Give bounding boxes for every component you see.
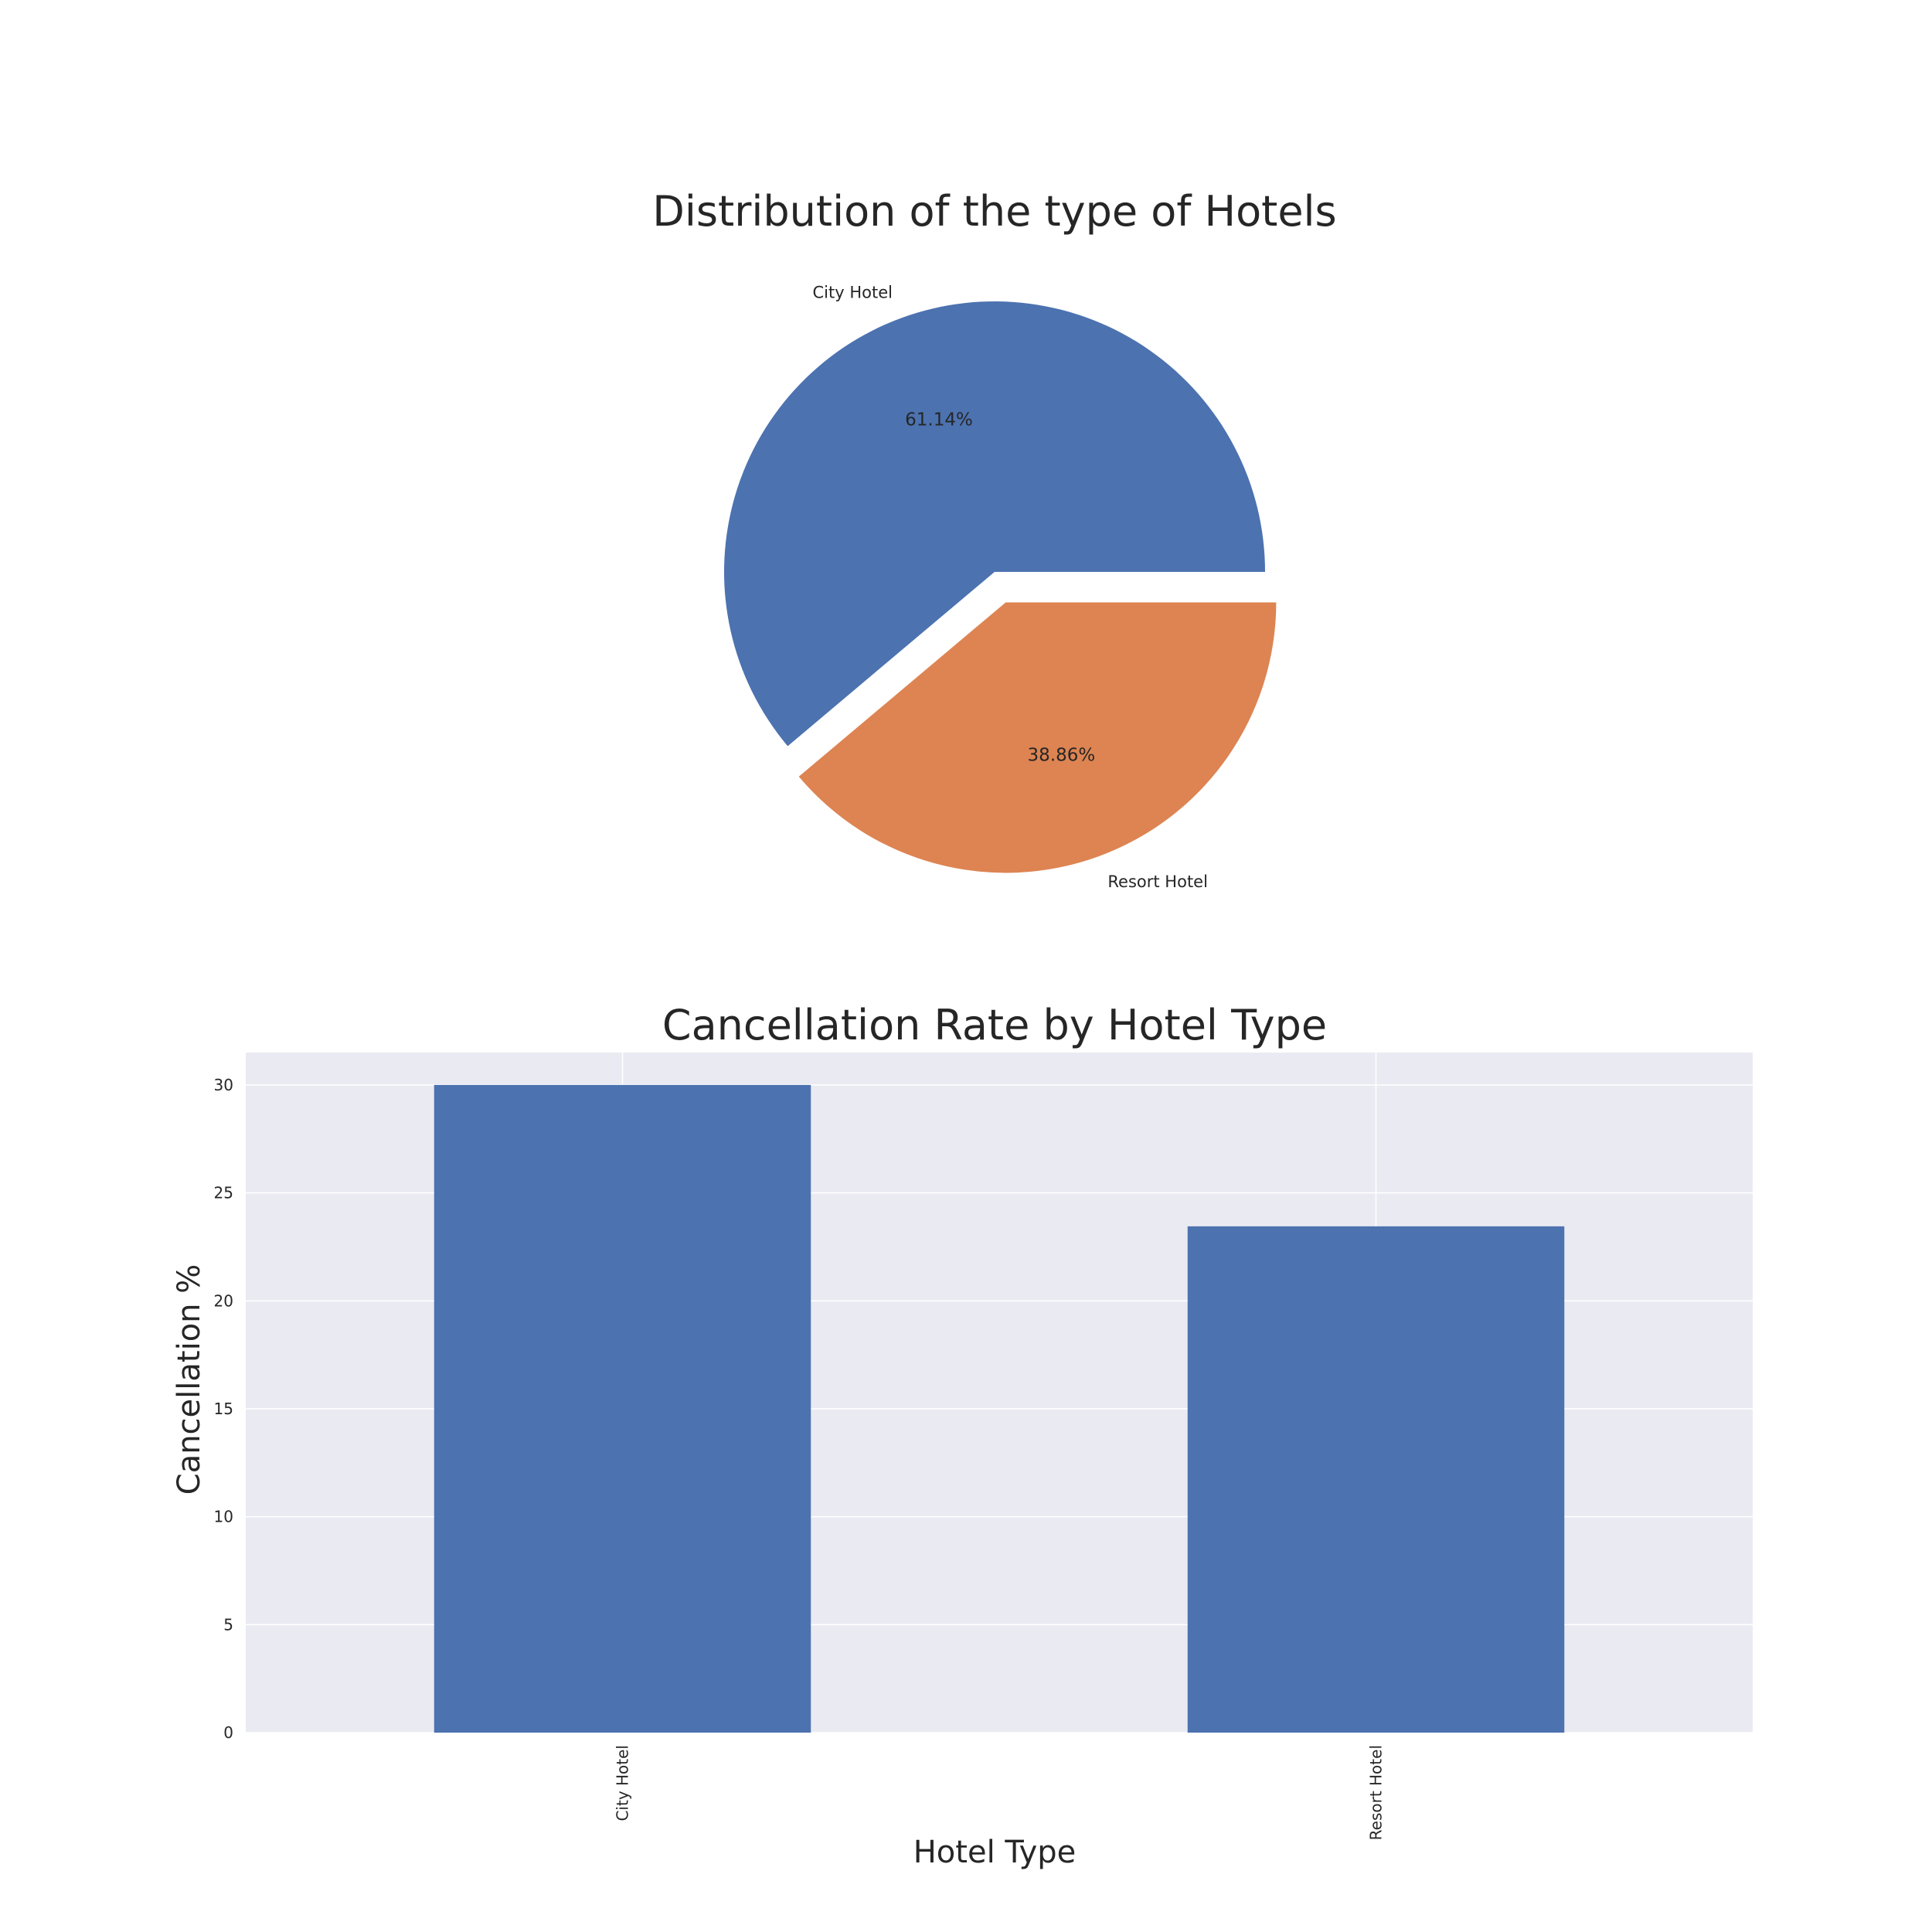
x-tick-labels: City Hotel Resort Hotel: [614, 1745, 1386, 1840]
y-tick-20: 20: [214, 1291, 233, 1310]
pie-title: Distribution of the type of Hotels: [652, 187, 1336, 236]
y-tick-0: 0: [223, 1723, 233, 1742]
pie-chart: Distribution of the type of Hotels City …: [652, 187, 1336, 891]
pie-slice-city-hotel: [723, 301, 1265, 747]
y-tick-labels: 0 5 10 15 20 25 30: [214, 1076, 233, 1742]
bar-city-hotel: [434, 1084, 811, 1733]
y-tick-5: 5: [223, 1615, 233, 1634]
bars: [434, 1084, 1565, 1733]
x-axis-label: Hotel Type: [913, 1835, 1077, 1870]
pie-slice-resort-hotel: [798, 602, 1277, 873]
pie-slices: [723, 301, 1277, 873]
pie-label-resort-hotel: Resort Hotel: [1107, 872, 1208, 891]
pie-percent-city-hotel: 61.14%: [905, 410, 973, 430]
y-tick-25: 25: [214, 1184, 233, 1202]
y-tick-15: 15: [214, 1400, 233, 1418]
y-axis-label: Cancellation %: [172, 1264, 207, 1495]
pie-label-city-hotel: City Hotel: [813, 283, 893, 301]
bar-resort-hotel: [1187, 1226, 1565, 1733]
x-tick-city-hotel: City Hotel: [614, 1745, 632, 1821]
bar-chart: Cancellation Rate by Hotel Type 0 5 10 15 20…: [172, 1001, 1753, 1870]
y-tick-30: 30: [214, 1076, 233, 1094]
x-tick-resort-hotel: Resort Hotel: [1367, 1745, 1386, 1840]
pie-percent-resort-hotel: 38.86%: [1028, 746, 1096, 766]
bar-title: Cancellation Rate by Hotel Type: [662, 1001, 1327, 1049]
y-tick-10: 10: [214, 1508, 233, 1526]
pie-labels: City Hotel 61.14% Resort Hotel 38.86%: [813, 283, 1208, 891]
